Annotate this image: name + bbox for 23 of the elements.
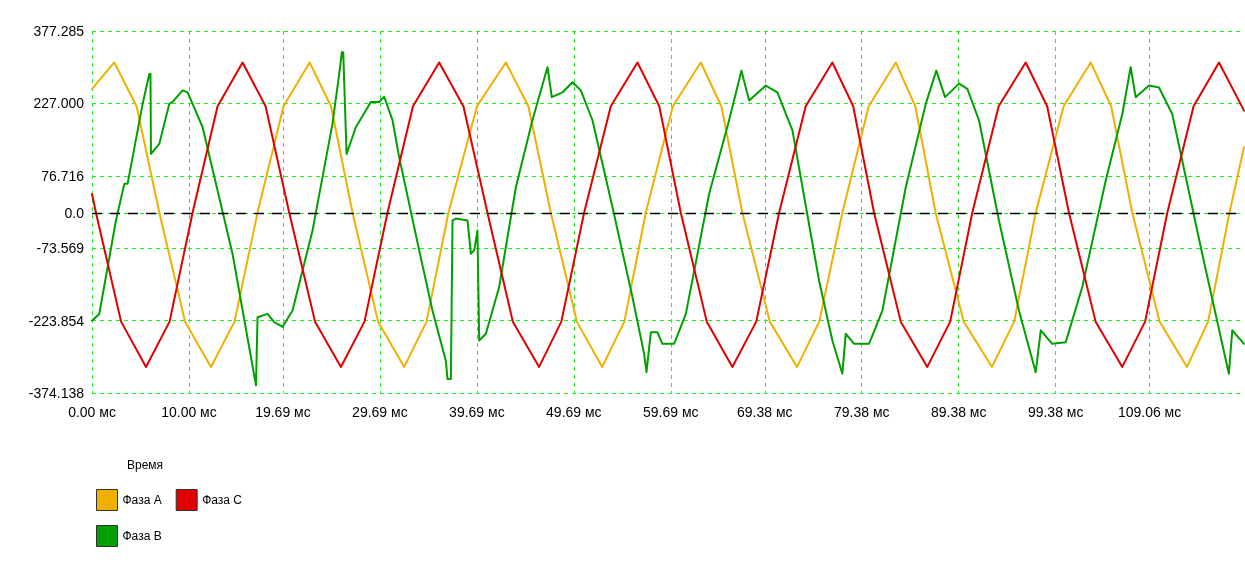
x-tick-label: 0.00 мс [68,404,116,420]
y-tick-label: -374.138 [28,385,85,401]
x-tick-label: 79.38 мс [833,404,890,420]
y-tick-label: -223.854 [28,312,85,329]
legend-title: Время [127,458,164,472]
y-tick-label: 377.285 [33,23,85,39]
y-tick-label: 0.0 [64,204,85,221]
x-tick-label: 19.69 мс [255,404,311,420]
x-tick-label: 49.69 мс [546,404,602,420]
x-tick-label: 59.69 мс [643,404,699,420]
y-tick-label: -73.569 [36,240,85,257]
legend-label: Фаза В [122,529,162,543]
x-tick-label: 39.69 мс [449,404,505,420]
y-tick-label: 227.000 [33,95,85,112]
x-tick-label: 99.38 мс [1027,404,1084,420]
legend-label: Фаза С [202,493,243,507]
x-tick-label: 89.38 мс [930,404,987,420]
x-tick-label: 10.00 мс [161,404,217,420]
x-tick-label: 109.06 мс [1117,404,1182,420]
x-tick-label: 29.69 мс [352,404,408,420]
y-tick-label: 76.716 [41,167,85,184]
x-tick-label: 69.38 мс [736,404,793,420]
legend-label: Фаза А [122,493,162,507]
